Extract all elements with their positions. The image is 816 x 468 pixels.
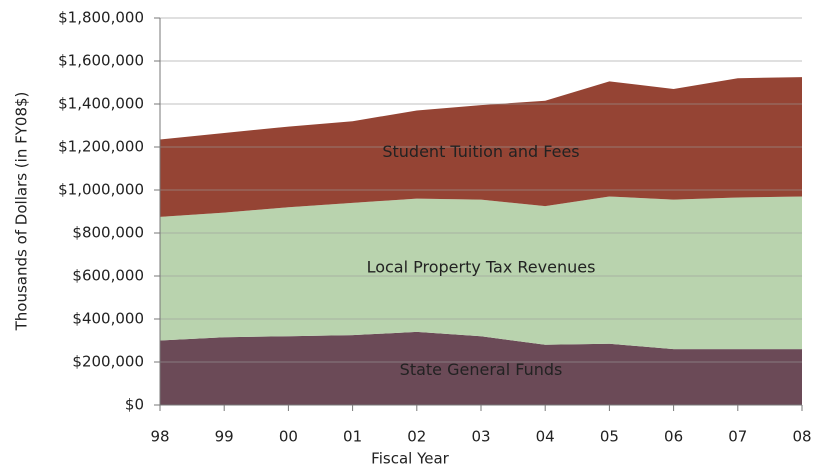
x-tick-label: 98 [150, 428, 169, 446]
y-tick-label: $800,000 [72, 224, 144, 242]
x-tick-label: 02 [407, 428, 426, 446]
y-tick-label: $1,600,000 [58, 52, 144, 70]
y-axis-label: Thousands of Dollars (in FY08$) [13, 92, 31, 332]
x-axis-label: Fiscal Year [371, 450, 449, 468]
x-tick-label: 06 [664, 428, 683, 446]
series-label: State General Funds [400, 360, 563, 379]
series-label: Local Property Tax Revenues [367, 257, 596, 276]
series-label: Student Tuition and Fees [382, 142, 579, 161]
x-tick-label: 99 [215, 428, 234, 446]
y-tick-label: $0 [125, 396, 144, 414]
y-tick-label: $1,800,000 [58, 9, 144, 27]
x-tick-label: 03 [471, 428, 490, 446]
area [160, 196, 802, 350]
x-tick-label: 08 [792, 428, 811, 446]
y-tick-label: $200,000 [72, 353, 144, 371]
y-tick-label: $600,000 [72, 267, 144, 285]
x-tick-label: 05 [600, 428, 619, 446]
x-tick-label: 01 [343, 428, 362, 446]
y-tick-label: $1,000,000 [58, 181, 144, 199]
x-tick-label: 07 [728, 428, 747, 446]
x-tick-label: 04 [536, 428, 555, 446]
y-tick-label: $1,200,000 [58, 138, 144, 156]
y-tick-label: $1,400,000 [58, 95, 144, 113]
y-tick-label: $400,000 [72, 310, 144, 328]
x-tick-label: 00 [279, 428, 298, 446]
area [160, 331, 802, 405]
